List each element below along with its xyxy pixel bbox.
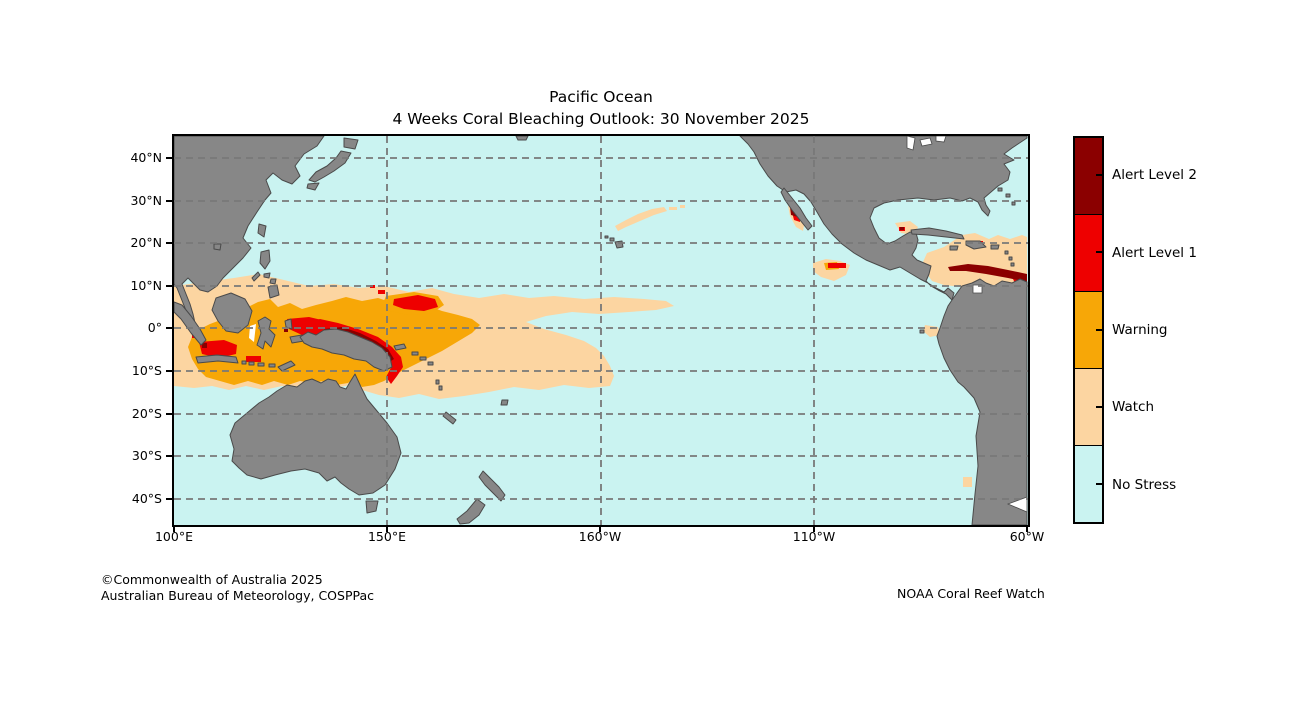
- land-borneo: [211, 292, 253, 334]
- y-tick-mark: [166, 498, 173, 500]
- y-tick-mark: [166, 327, 173, 329]
- land-fiji: [500, 399, 509, 406]
- y-tick-label: 30°S: [131, 448, 162, 463]
- legend-label-watch: Watch: [1112, 399, 1155, 415]
- x-tick-label: 100°E: [154, 529, 193, 544]
- land-kyushu: [306, 182, 320, 191]
- land-galapagos: [919, 329, 925, 334]
- landmasses: [174, 136, 1028, 525]
- land-new-guinea: [299, 328, 393, 372]
- lakes: [906, 136, 1028, 513]
- legend-label-warning: Warning: [1112, 322, 1168, 338]
- y-tick-mark: [166, 200, 173, 202]
- x-tick-label: 150°E: [367, 529, 406, 544]
- y-tick-label: 30°N: [130, 193, 162, 208]
- y-tick-mark: [166, 242, 173, 244]
- land-palawan: [251, 271, 261, 282]
- graticule: [174, 136, 1028, 525]
- land-baja-california: [780, 187, 813, 231]
- title-line2: 4 Weeks Coral Bleaching Outlook: 30 Nove…: [392, 110, 810, 128]
- land-north-america: [739, 136, 1028, 301]
- y-tick-label: 40°N: [130, 150, 162, 165]
- land-luzon: [259, 249, 271, 270]
- legend-label-alert-level-1: Alert Level 1: [1112, 245, 1197, 261]
- copyright-text: ©Commonwealth of Australia 2025 Australi…: [101, 572, 374, 604]
- y-tick-label: 0°: [147, 320, 162, 335]
- legend-colorbar: [1073, 136, 1104, 524]
- legend-tick: [1096, 483, 1103, 485]
- land-nz-south: [456, 498, 486, 525]
- legend-label-alert-level-2: Alert Level 2: [1112, 167, 1197, 183]
- land-hainan: [213, 243, 222, 251]
- land-timor: [277, 360, 296, 372]
- lake-maracaibo: [972, 284, 983, 294]
- land-sumatra: [174, 301, 207, 346]
- copyright-line1: ©Commonwealth of Australia 2025: [101, 572, 323, 587]
- land-hokkaido: [343, 137, 359, 150]
- y-tick-mark: [166, 370, 173, 372]
- land-australia: [229, 373, 402, 496]
- rio-de-la-plata: [1006, 496, 1028, 513]
- land-honshu: [308, 150, 352, 183]
- y-tick-label: 20°S: [131, 406, 162, 421]
- y-tick-mark: [166, 157, 173, 159]
- land-java: [195, 354, 239, 364]
- legend-tick: [1096, 251, 1103, 253]
- land-halmahera: [284, 318, 293, 330]
- y-tick-mark: [166, 285, 173, 287]
- y-tick-label: 10°N: [130, 278, 162, 293]
- legend-tick: [1096, 406, 1103, 408]
- land-cuba: [910, 227, 965, 240]
- land-island-top: [515, 136, 529, 141]
- x-tick-mark: [1026, 525, 1028, 532]
- land-south-america: [936, 278, 1028, 525]
- y-tick-mark: [166, 455, 173, 457]
- legend-tick: [1096, 329, 1103, 331]
- x-tick-mark: [813, 525, 815, 532]
- chart-title: Pacific Ocean 4 Weeks Coral Bleaching Ou…: [173, 86, 1029, 130]
- y-tick-label: 20°N: [130, 235, 162, 250]
- copyright-line2: Australian Bureau of Meteorology, COSPPa…: [101, 588, 374, 603]
- land-hawaii: [614, 240, 624, 249]
- map-plot-area: [172, 134, 1030, 527]
- x-tick-label: 60°W: [1009, 529, 1045, 544]
- legend-label-no-stress: No Stress: [1112, 477, 1177, 493]
- land-tasmania: [365, 500, 379, 514]
- pacific-map-svg: [174, 136, 1028, 525]
- x-tick-label: 160°W: [578, 529, 622, 544]
- land-puerto-rico: [990, 244, 1000, 250]
- land-new-britain: [393, 343, 407, 351]
- x-tick-mark: [173, 525, 175, 532]
- land-taiwan: [257, 223, 267, 238]
- y-tick-label: 40°S: [131, 491, 162, 506]
- title-line1: Pacific Ocean: [549, 88, 653, 106]
- land-sulawesi: [256, 316, 276, 350]
- y-tick-label: 10°S: [131, 363, 162, 378]
- land-nz-north: [478, 470, 506, 502]
- x-tick-label: 110°W: [792, 529, 836, 544]
- x-tick-mark: [386, 525, 388, 532]
- y-tick-mark: [166, 413, 173, 415]
- legend-swatch-alert-level-2: [1075, 138, 1102, 214]
- land-jamaica: [949, 245, 959, 251]
- legend-tick: [1096, 174, 1103, 176]
- land-mindanao: [267, 284, 280, 299]
- x-tick-mark: [599, 525, 601, 532]
- attribution-text: NOAA Coral Reef Watch: [897, 586, 1045, 601]
